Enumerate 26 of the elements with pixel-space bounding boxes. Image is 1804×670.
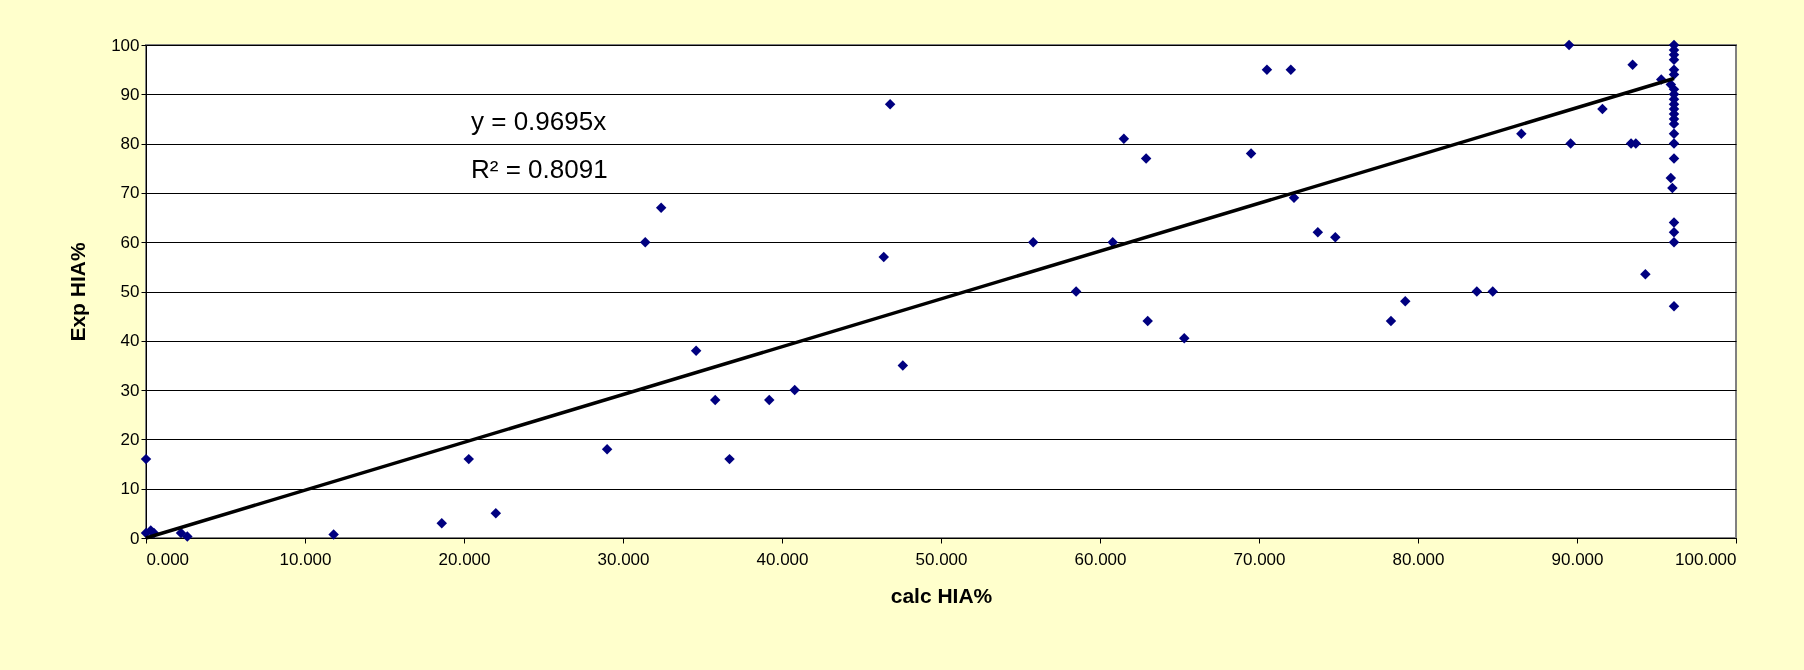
y-tick-label: 10	[120, 479, 140, 499]
y-tick-label: 40	[120, 331, 140, 351]
x-tick-label: 30.000	[597, 549, 650, 569]
y-tick-label: 70	[120, 183, 140, 203]
x-tick-label: 10.000	[279, 549, 332, 569]
y-tick-label: 30	[120, 380, 140, 400]
x-tick-label: 50.000	[915, 549, 968, 569]
x-tick-label: 0.000	[146, 549, 190, 569]
x-tick-label: 20.000	[438, 549, 491, 569]
x-tick-label: 70.000	[1233, 549, 1286, 569]
annotation: R² = 0.8091	[471, 154, 608, 184]
y-tick-label: 60	[120, 232, 140, 252]
x-tick-label: 60.000	[1074, 549, 1127, 569]
y-tick-label: 50	[120, 282, 140, 301]
y-tick-label: 20	[120, 429, 140, 449]
y-tick-label: 80	[120, 134, 140, 154]
x-tick-label: 90.000	[1551, 549, 1604, 569]
x-axis-title: calc HIA%	[890, 583, 993, 607]
x-tick-label: 80.000	[1392, 549, 1445, 569]
y-tick-label: 0	[130, 528, 140, 548]
x-tick-label: 40.000	[756, 549, 809, 569]
y-axis-title: Exp HIA%	[66, 242, 90, 342]
x-tick-label: 100.000	[1675, 549, 1737, 569]
annotation: y = 0.9695x	[471, 106, 607, 136]
y-tick-label: 100	[111, 35, 140, 55]
y-tick-label: 90	[120, 84, 140, 104]
